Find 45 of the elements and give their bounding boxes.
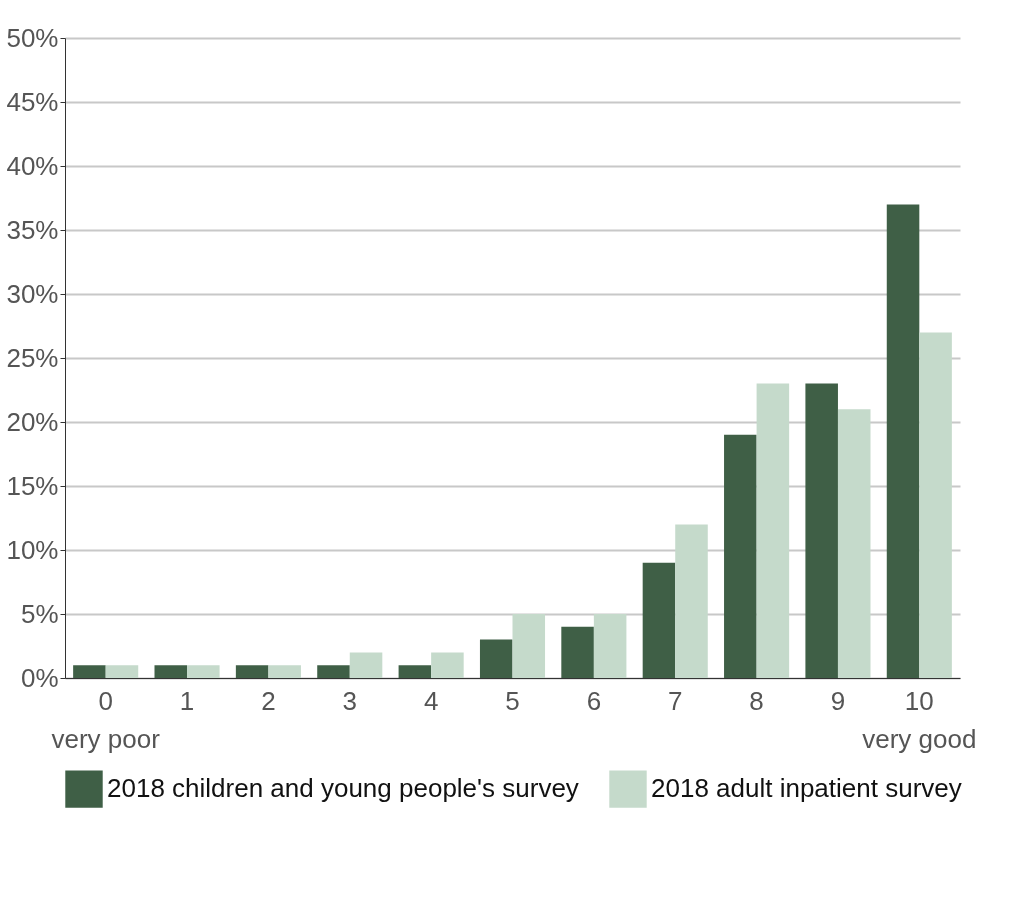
bar [187, 665, 220, 678]
y-tick-label: 15% [6, 470, 59, 501]
x-tick-label: 6 [586, 685, 602, 716]
y-tick-label: 45% [6, 86, 59, 117]
x-tick-label: 10 very good [862, 685, 977, 754]
bar [675, 524, 708, 678]
x-tick-label: 7 [667, 685, 683, 716]
bar [805, 383, 838, 678]
bar [512, 614, 546, 678]
bar [431, 652, 464, 678]
legend-label: 2018 children and young people's survey [107, 773, 579, 804]
x-tick-label: 1 [179, 685, 195, 716]
x-tick-label: 5 [505, 685, 520, 716]
bar [642, 562, 676, 678]
bar [886, 204, 920, 678]
bar [837, 409, 871, 678]
x-tick-label: 8 [749, 685, 764, 716]
bar [235, 665, 269, 678]
x-tick-label: 9 [830, 685, 846, 716]
bar [105, 665, 139, 678]
bar [561, 626, 594, 678]
y-tick-label: 10% [6, 534, 59, 565]
x-tick-label: 3 [342, 685, 358, 716]
x-tick-label: 2 [261, 685, 276, 716]
y-tick-label: 35% [6, 214, 59, 245]
y-tick-label: 50% [6, 22, 59, 53]
y-tick-label: 5% [20, 598, 59, 629]
bar [919, 332, 952, 678]
x-tick-label: 4 [423, 685, 439, 716]
bar [398, 665, 432, 678]
y-tick-label: 30% [6, 278, 59, 309]
y-tick-label: 40% [6, 150, 59, 181]
bar [154, 665, 188, 678]
y-tick-label: 20% [6, 406, 59, 437]
bar [724, 434, 757, 678]
y-tick-label: 25% [6, 342, 59, 373]
bar [317, 665, 350, 678]
bar [756, 383, 790, 678]
bar [349, 652, 383, 678]
bar [593, 614, 627, 678]
bar [73, 665, 106, 678]
bar [479, 639, 513, 678]
legend-label: 2018 adult inpatient survey [651, 773, 962, 804]
y-tick-label: 0% [20, 662, 59, 693]
bar [268, 665, 301, 678]
